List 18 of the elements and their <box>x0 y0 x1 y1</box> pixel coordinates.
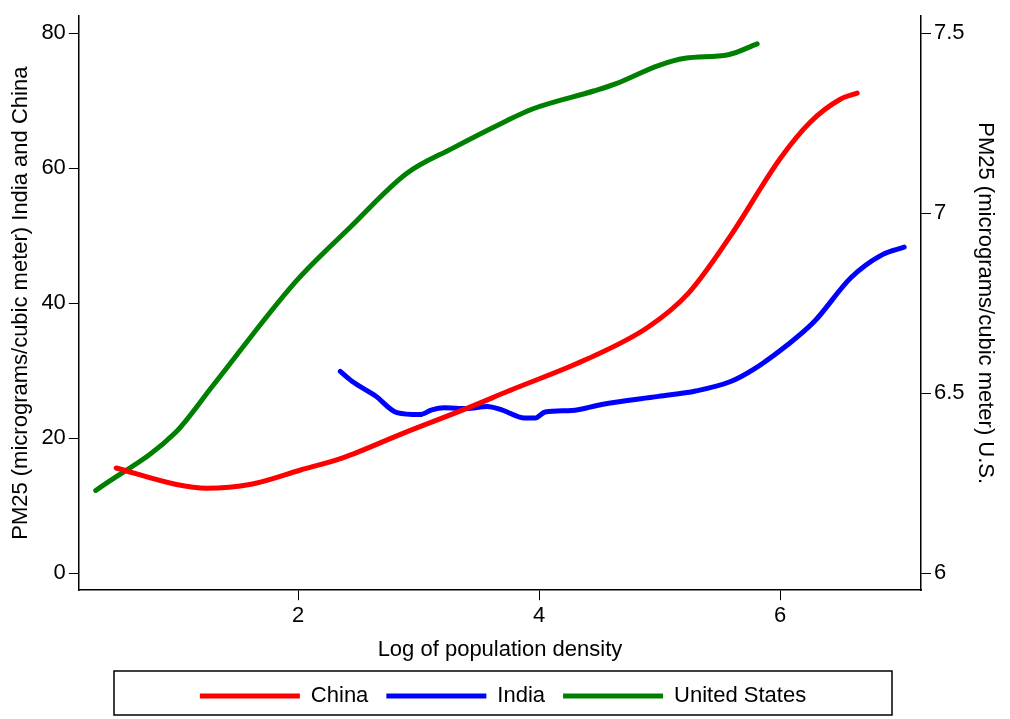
legend-label: United States <box>674 682 807 708</box>
y2-tick-label: 7.5 <box>934 19 965 45</box>
y-tick-label: 20 <box>41 424 66 450</box>
legend-label: India <box>497 682 546 708</box>
x-tick-label: 2 <box>292 602 305 628</box>
y-tick-label: 40 <box>41 289 66 315</box>
y-tick-label: 0 <box>53 559 66 585</box>
y-tick-label: 60 <box>41 154 66 180</box>
y2-tick-label: 6 <box>934 559 947 585</box>
y2-tick-label: 6.5 <box>934 379 965 405</box>
y-tick-label: 80 <box>41 19 66 45</box>
y-axis-title: PM25 (micrograms/cubic meter) India and China <box>7 65 33 540</box>
legend-label: China <box>310 682 370 708</box>
y2-axis-title: PM25 (micrograms/cubic meter) U.S. <box>973 122 999 485</box>
x-tick-label: 4 <box>532 602 546 628</box>
y2-tick-label: 7 <box>934 199 947 225</box>
x-tick-label: 6 <box>773 602 787 628</box>
x-axis-title: Log of population density <box>377 635 623 661</box>
